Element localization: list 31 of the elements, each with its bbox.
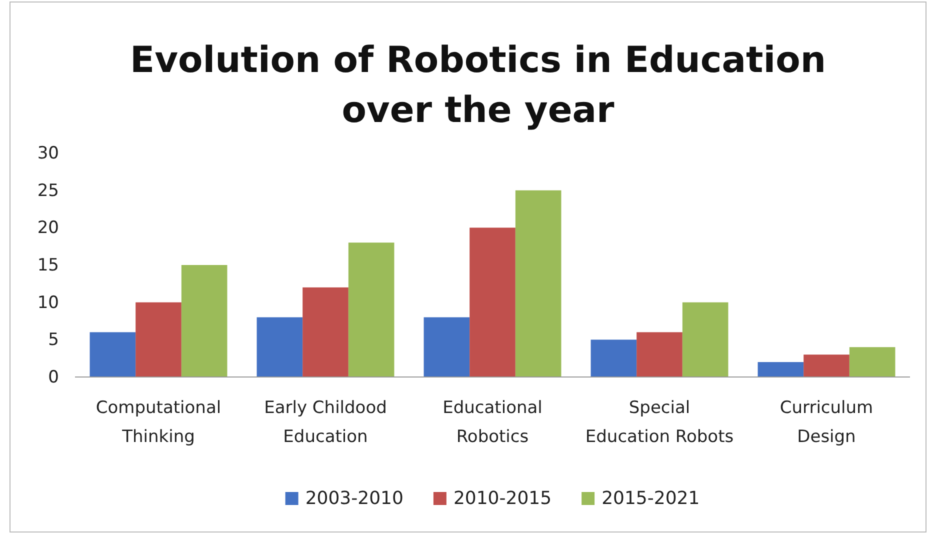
- bar: [424, 317, 470, 377]
- bar: [256, 317, 303, 377]
- legend-label: 2010-2015: [453, 488, 552, 509]
- x-tick-label: Computational Thinking: [96, 398, 222, 447]
- bar: [849, 347, 896, 377]
- y-tick-label: 30: [37, 143, 59, 164]
- chart-title: Evolution of Robotics in Education over the year: [130, 40, 826, 131]
- y-tick-label: 20: [37, 218, 59, 238]
- legend-label: 2003-2010: [305, 488, 404, 509]
- bar: [682, 302, 728, 377]
- bar: [636, 332, 682, 377]
- bar: [302, 287, 348, 377]
- x-tick-label: Curriculum Design: [780, 398, 874, 447]
- legend-label: 2015-2021: [602, 488, 700, 509]
- bar: [90, 332, 136, 377]
- y-tick-label: 0: [48, 367, 59, 388]
- bar: [804, 354, 850, 377]
- y-tick-label: 25: [37, 180, 59, 201]
- x-tick-label: Special Education Robots: [585, 398, 734, 447]
- y-tick-label: 15: [37, 255, 59, 276]
- y-tick-label: 10: [37, 292, 59, 313]
- bar: [758, 362, 804, 377]
- x-tick-label: Early Childood Education: [264, 398, 387, 447]
- bar: [515, 190, 562, 377]
- bar: [470, 228, 516, 377]
- bar: [136, 302, 182, 377]
- y-tick-label: 5: [48, 330, 59, 350]
- bar: [348, 242, 394, 377]
- bar: [181, 265, 228, 377]
- x-tick-label: Educational Robotics: [442, 398, 542, 447]
- bar: [590, 340, 637, 377]
